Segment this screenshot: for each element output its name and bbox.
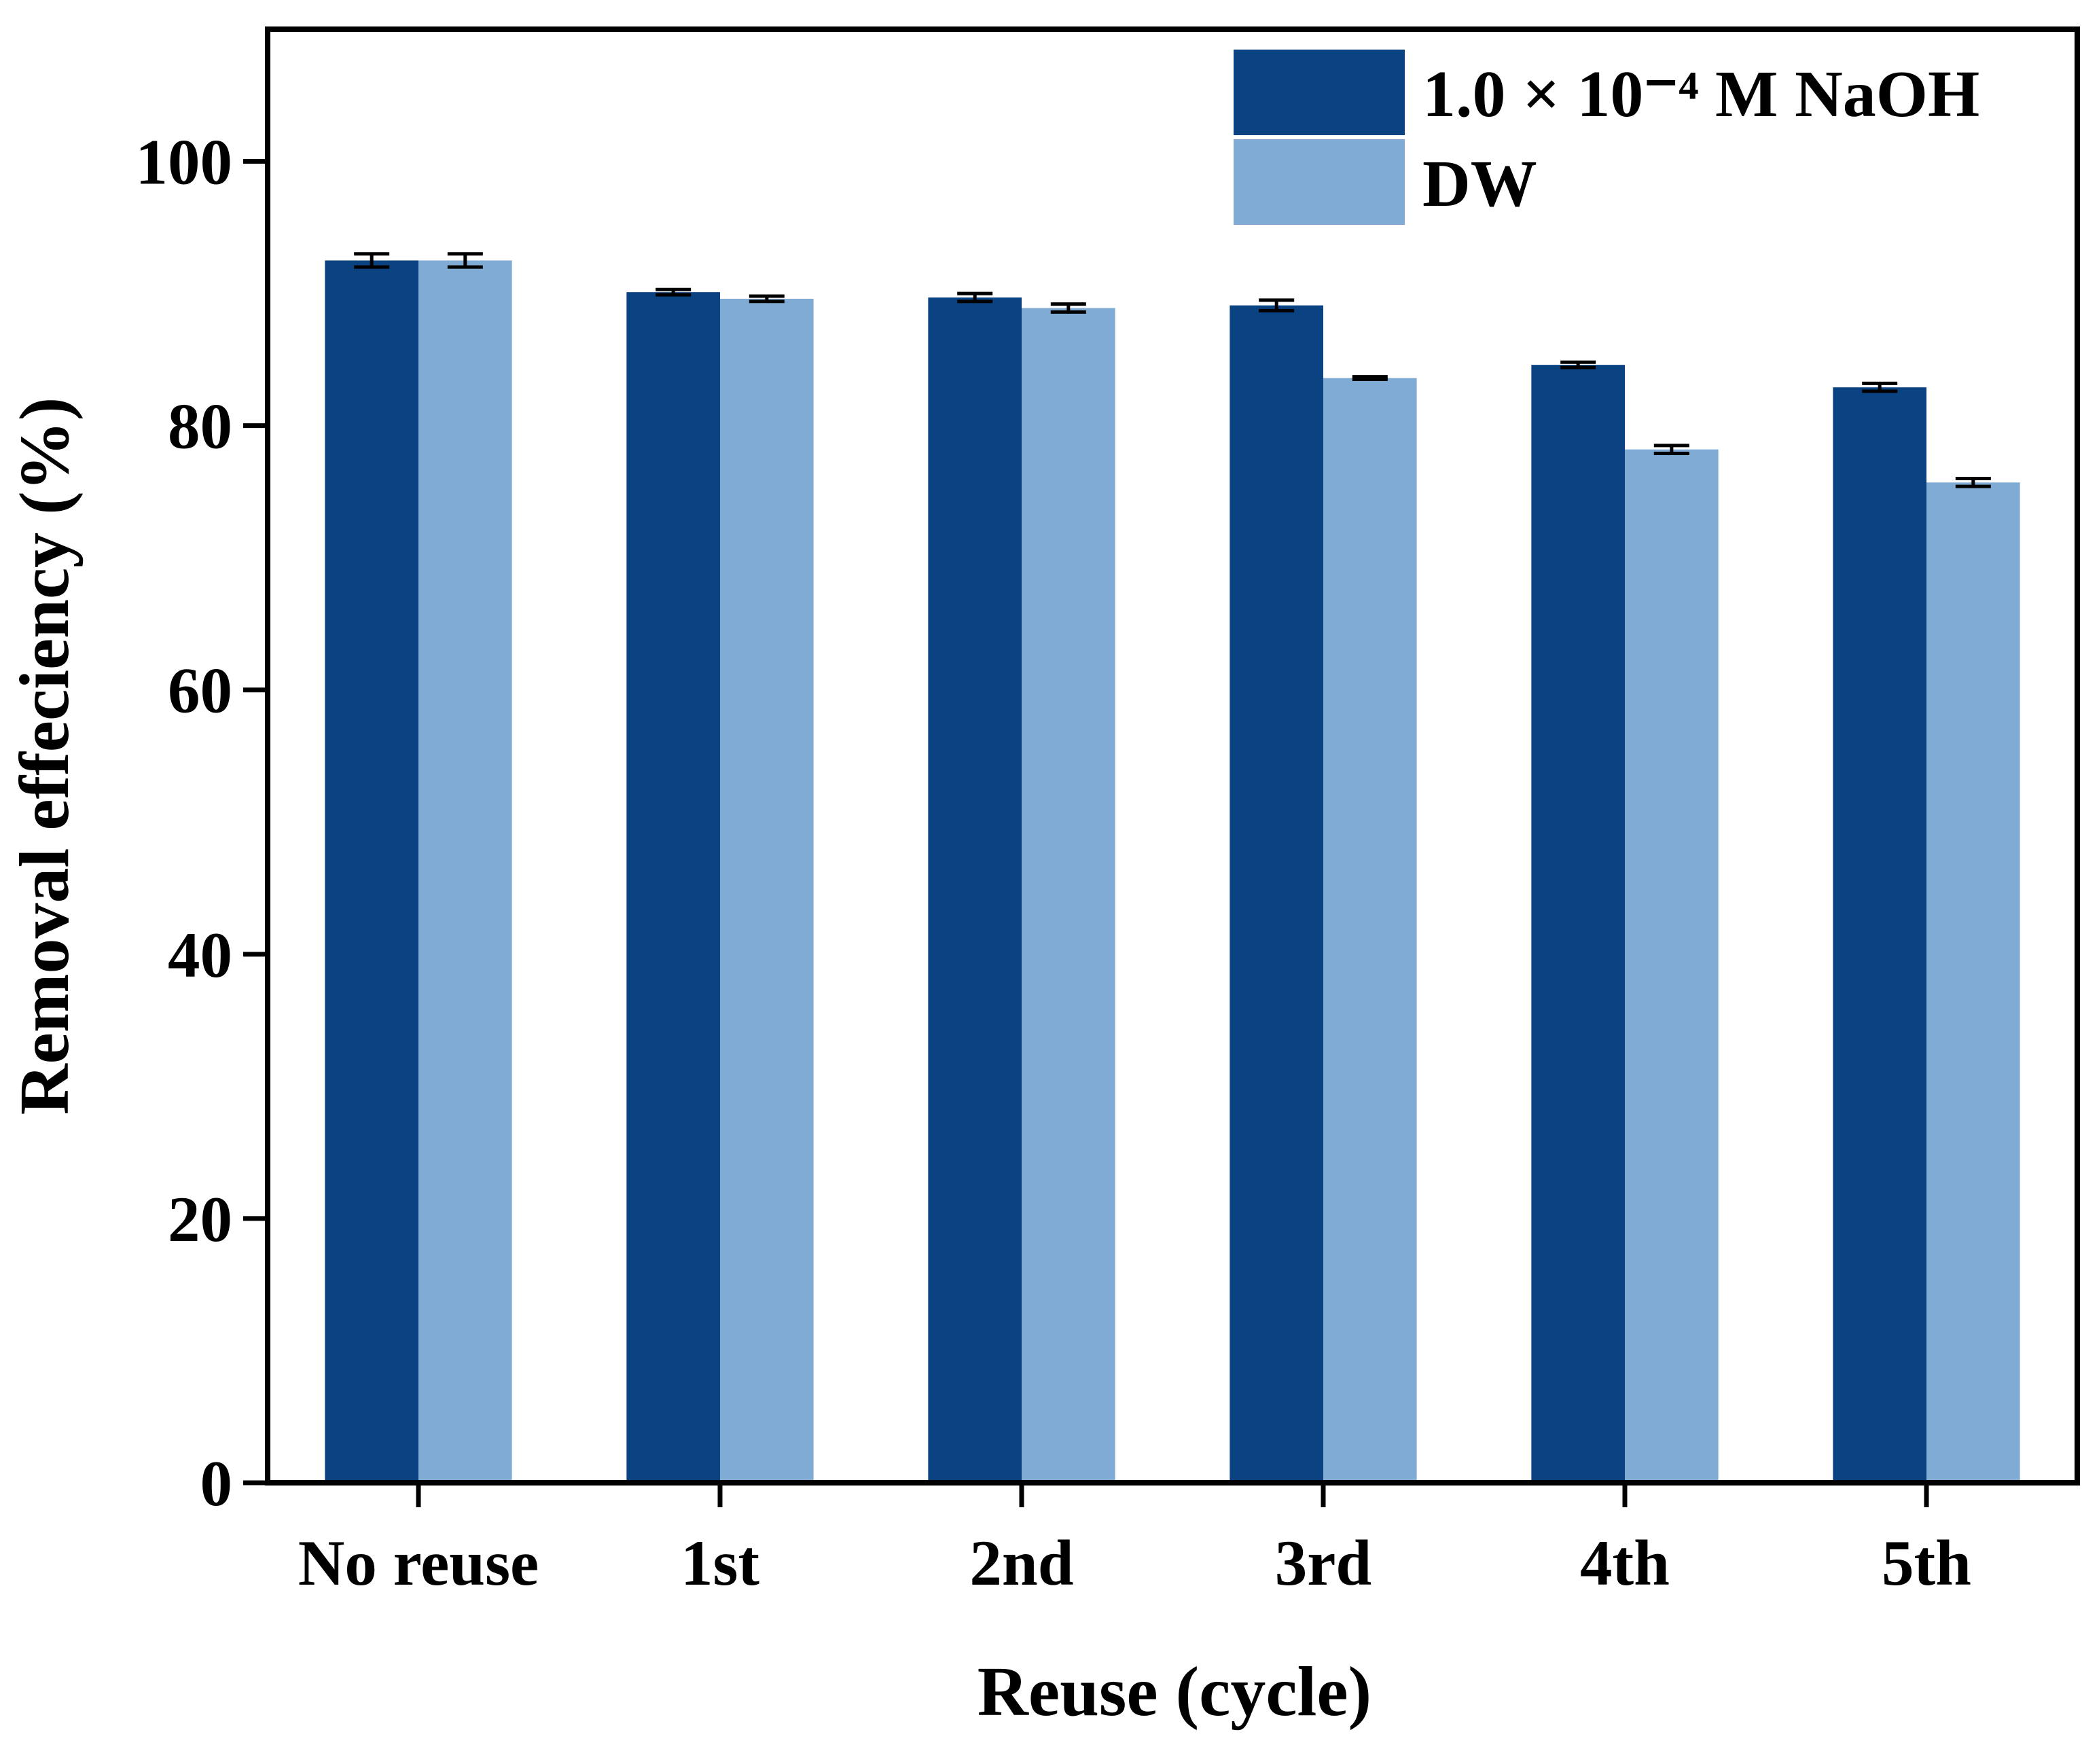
error-bar — [1050, 302, 1086, 314]
bar — [418, 260, 512, 1483]
error-bar — [957, 291, 993, 304]
error-bar — [656, 287, 692, 297]
error-bar — [1560, 360, 1596, 370]
x-tick-label: 3rd — [1275, 1527, 1372, 1599]
x-tick-label: No reuse — [298, 1527, 539, 1599]
y-tick-label: 100 — [136, 126, 233, 198]
x-tick-label: 5th — [1882, 1527, 1971, 1599]
bar — [1625, 449, 1719, 1483]
bar — [720, 298, 814, 1483]
bar — [1833, 387, 1926, 1483]
plot-frame — [265, 26, 2080, 1486]
y-tick-label: 40 — [168, 919, 232, 991]
error-bar — [1862, 381, 1898, 393]
y-tick-label: 60 — [168, 655, 232, 727]
x-axis-title: Reuse (cycle) — [977, 1653, 1371, 1731]
x-tick-label: 2nd — [969, 1527, 1073, 1599]
bar — [626, 292, 720, 1483]
y-tick-label: 0 — [200, 1447, 233, 1519]
error-bar — [1653, 444, 1689, 455]
legend-swatch — [1234, 50, 1405, 135]
error-bar — [447, 252, 483, 269]
x-tick-label: 1st — [681, 1527, 759, 1599]
bar — [1926, 482, 2020, 1483]
error-bar — [1955, 476, 1991, 488]
bar — [1323, 378, 1417, 1483]
y-tick-label: 80 — [168, 391, 232, 463]
bar — [325, 260, 418, 1483]
bar — [1531, 365, 1625, 1483]
legend-label: DW — [1422, 147, 1537, 221]
error-bar — [354, 252, 390, 269]
x-tick-label: 4th — [1580, 1527, 1670, 1599]
legend-swatch — [1234, 139, 1405, 225]
error-bar — [749, 294, 785, 304]
bar — [1022, 308, 1115, 1483]
error-bar — [1352, 375, 1388, 382]
bar — [1230, 305, 1323, 1483]
y-axis-title: Removal effeciency (%) — [5, 397, 84, 1115]
y-tick-label: 20 — [168, 1183, 232, 1255]
error-bar — [1259, 298, 1295, 312]
legend-label: 1.0 × 10⁻⁴ M NaOH — [1422, 58, 1979, 131]
bar — [928, 297, 1022, 1483]
